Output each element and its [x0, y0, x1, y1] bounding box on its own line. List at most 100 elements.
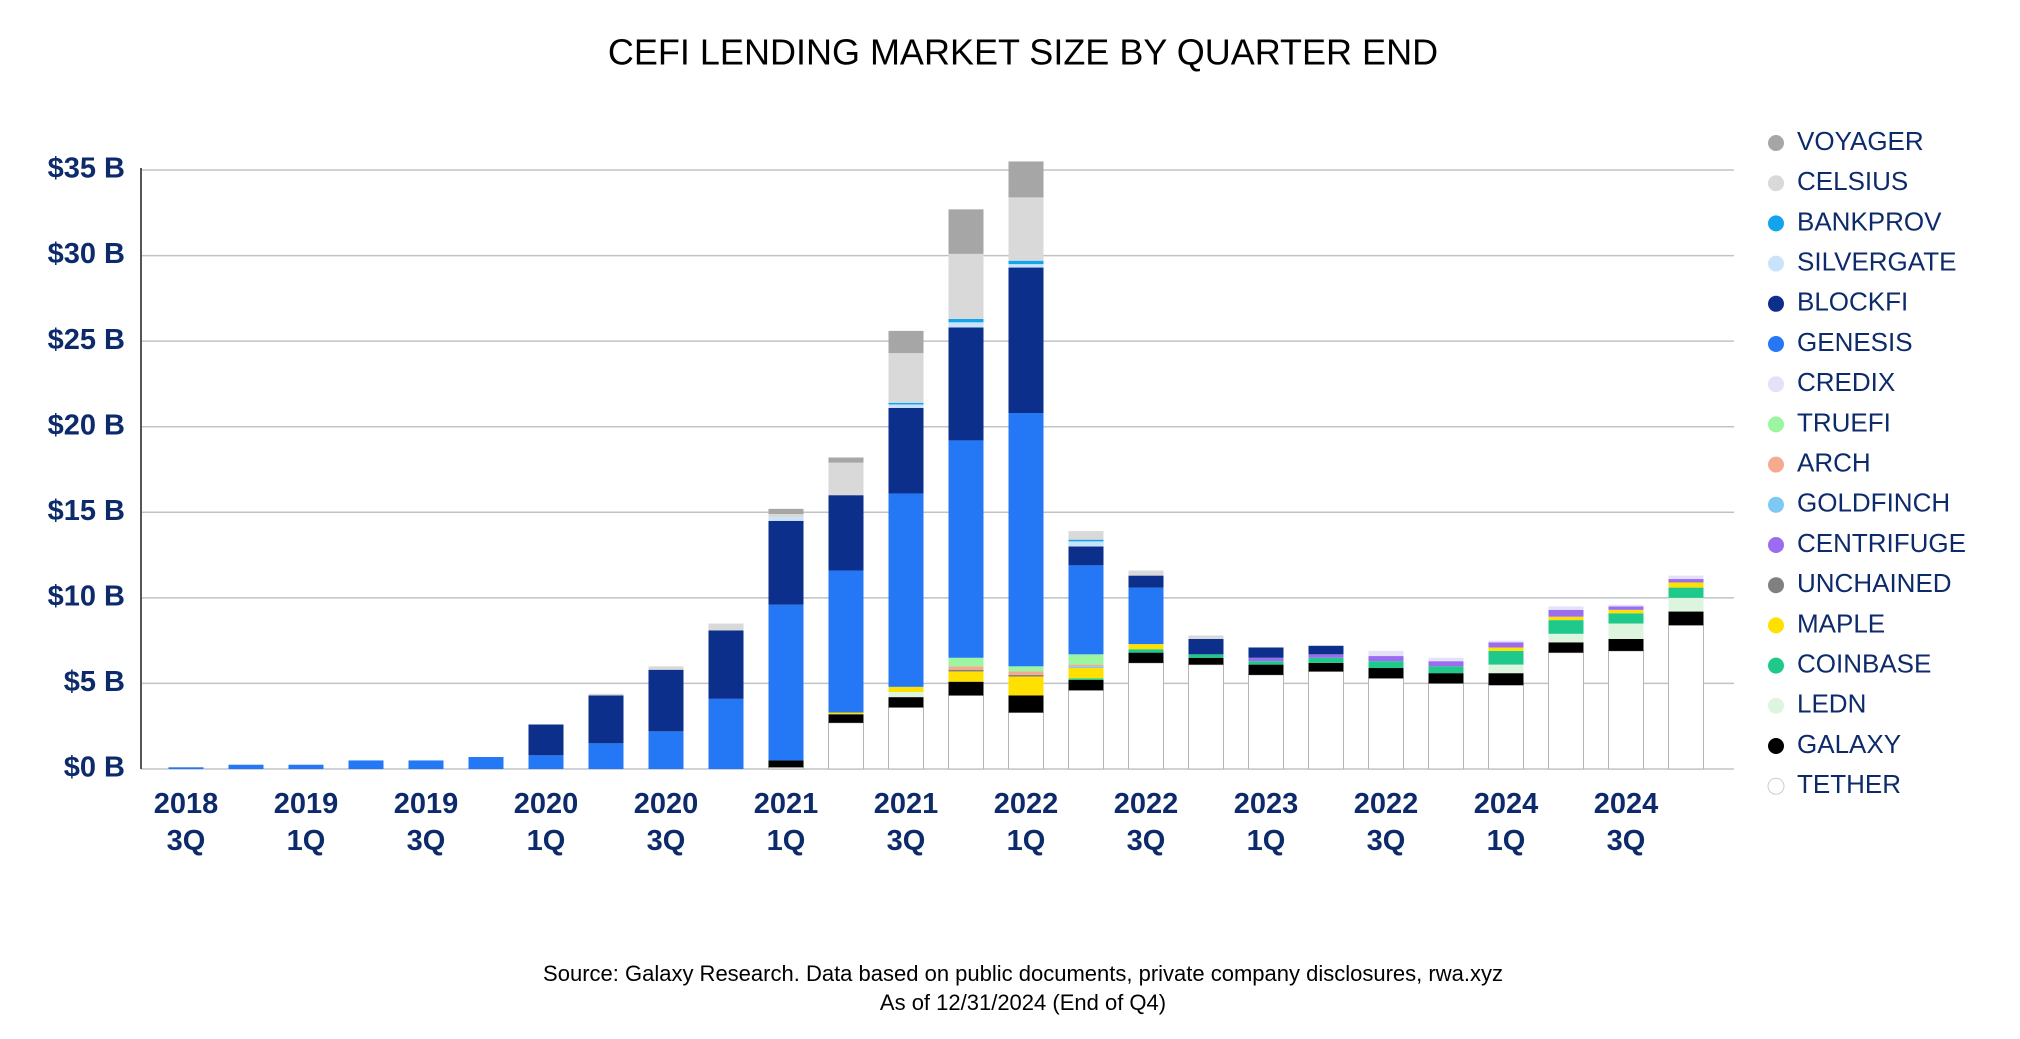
- bar-segment: [828, 462, 864, 496]
- bar-segment: [708, 623, 744, 631]
- source: Source: Galaxy Research. Data based on p…: [543, 961, 1503, 986]
- x-tick-label: 2021 1Q: [753, 788, 819, 857]
- legend-marker: [1768, 295, 1784, 312]
- bar-segment: [1548, 652, 1584, 770]
- legend-marker: [1768, 456, 1784, 473]
- bar-segment: [1668, 611, 1704, 626]
- bar-segment: [168, 767, 204, 769]
- x-tick-label: 2022 1Q: [993, 788, 1059, 857]
- bar-segment: [408, 760, 444, 769]
- bar-segment: [1548, 609, 1584, 617]
- bar-segment: [708, 698, 744, 769]
- bar-segment: [1548, 620, 1584, 634]
- bar-segment: [1248, 657, 1284, 662]
- bar-segment: [948, 694, 984, 770]
- bar-segment: [1488, 640, 1524, 643]
- y-tick-label: $20 B: [48, 409, 125, 441]
- bar-segment: [888, 330, 924, 354]
- bar-segment: [1488, 664, 1524, 674]
- legend-marker: [1768, 738, 1784, 754]
- bar-segment: [1008, 267, 1044, 414]
- bar-segment: [1188, 638, 1224, 655]
- legend-marker: [1768, 496, 1784, 513]
- bar-segment: [1008, 413, 1044, 667]
- bar-segment: [1008, 695, 1044, 713]
- legend-label: GOLDFINCH: [1797, 488, 1950, 518]
- bar-segment: [1068, 531, 1104, 540]
- bar-segment: [588, 695, 624, 744]
- bar-segment: [1068, 666, 1104, 669]
- bar-segment: [588, 693, 624, 696]
- legend-marker: [1768, 135, 1784, 151]
- legend-marker: [1768, 537, 1784, 553]
- bar-segment: [1488, 647, 1524, 651]
- bar-segment: [708, 630, 744, 699]
- legend-label: BLOCKFI: [1797, 287, 1908, 317]
- bar-segment: [1248, 664, 1284, 675]
- bar-segment: [948, 322, 984, 328]
- bar-segment: [1548, 633, 1584, 643]
- x-tick-label: 2024 3Q: [1593, 788, 1659, 857]
- bar-segment: [1428, 657, 1464, 662]
- legend-label: GENESIS: [1797, 327, 1913, 357]
- legend-label: VOYAGER: [1797, 126, 1924, 156]
- bar-segment: [1668, 575, 1704, 580]
- legend-marker: [1768, 376, 1784, 393]
- y-tick-label: $25 B: [48, 324, 125, 356]
- bar-segment: [948, 681, 984, 696]
- x-tick-label: 2020 1Q: [513, 788, 579, 857]
- legend-marker: [1768, 577, 1784, 594]
- legend-label: TETHER: [1797, 769, 1901, 799]
- x-tick-label: 2022 3Q: [1113, 788, 1179, 857]
- bar-segment: [1488, 673, 1524, 686]
- bar-segment: [888, 402, 924, 405]
- bar-segment: [888, 691, 924, 698]
- bar-segment: [468, 757, 504, 769]
- legend-marker: [1768, 175, 1784, 192]
- bar-segment: [1248, 674, 1284, 770]
- y-tick-label: $5 B: [64, 666, 125, 698]
- bar-segment: [1428, 673, 1464, 684]
- bar-segment: [888, 353, 924, 403]
- legend-marker: [1768, 697, 1784, 714]
- legend-label: LEDN: [1797, 689, 1866, 719]
- x-tick-label: 2020 3Q: [633, 788, 699, 857]
- bar-segment: [1128, 587, 1164, 645]
- bar-segment: [1308, 662, 1344, 672]
- bar-segment: [948, 666, 984, 670]
- bar-segment: [1608, 638, 1644, 651]
- legend-label: CELSIUS: [1797, 166, 1908, 196]
- bar-segment: [1188, 657, 1224, 665]
- legend-label: GALAXY: [1797, 729, 1901, 759]
- legend-marker: [1768, 336, 1784, 352]
- y-tick-label: $10 B: [48, 581, 125, 613]
- bar-segment: [1008, 674, 1044, 677]
- legend-label: COINBASE: [1797, 648, 1931, 678]
- bar-segment: [1608, 650, 1644, 770]
- bar-segment: [1128, 662, 1164, 770]
- bar-segment: [648, 666, 684, 670]
- bar-segment: [768, 517, 804, 521]
- bar-segment: [1008, 712, 1044, 770]
- legend-label: CENTRIFUGE: [1797, 528, 1966, 558]
- bar-segment: [768, 513, 804, 518]
- bar-segment: [888, 493, 924, 687]
- bar-segment: [1488, 642, 1524, 648]
- bar-segment: [1368, 656, 1404, 662]
- bar-segment: [768, 760, 804, 768]
- bar-segment: [1428, 682, 1464, 770]
- bar-segment: [1008, 671, 1044, 675]
- bar-segment: [1488, 684, 1524, 770]
- bar-segment: [1668, 582, 1704, 588]
- bar-segment: [948, 209, 984, 254]
- bar-segment: [1068, 689, 1104, 770]
- bar-segment: [1548, 606, 1584, 610]
- bar-segment: [648, 731, 684, 769]
- bar-segment: [1128, 649, 1164, 653]
- bar-segment: [948, 657, 984, 667]
- bar-segment: [1668, 597, 1704, 612]
- bar-segment: [828, 570, 864, 713]
- bar-segment: [1128, 570, 1164, 576]
- x-tick-label: 2024 1Q: [1473, 788, 1539, 857]
- x-tick-label: 2018 3Q: [153, 788, 219, 857]
